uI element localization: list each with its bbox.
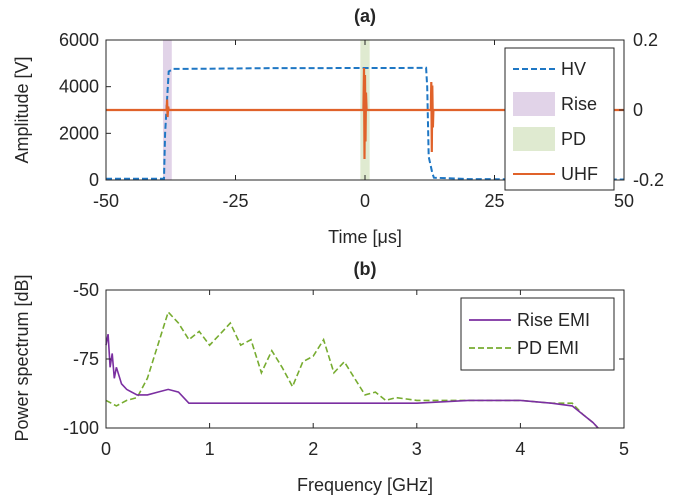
chart-a-series-layer xyxy=(106,66,624,181)
legend-swatch-rise xyxy=(513,92,555,116)
chart-b-title: (b) xyxy=(354,259,377,279)
y2-tick-label: 0.2 xyxy=(633,30,658,50)
y-tick-label: 4000 xyxy=(59,77,99,97)
x-tick-label: -25 xyxy=(222,191,248,211)
chart-b-ylabel: Power spectrum [dB] xyxy=(12,274,32,441)
legend-swatch-pd xyxy=(513,127,555,151)
x-tick-label: 2 xyxy=(308,439,318,459)
legend-box xyxy=(460,297,615,371)
chart-b-series-layer xyxy=(105,310,599,429)
chart-a: (a) -50 -25 0 25 50 0 2000 4000 6000 -0.2 0 0.2 Tim… xyxy=(12,6,664,247)
y-tick-label: -50 xyxy=(73,280,99,300)
chart-a-ylabel: Amplitude [V] xyxy=(12,56,32,163)
y-tick-label: -100 xyxy=(63,418,99,438)
chart-b-ticks: 0 1 2 3 4 5 -100 -75 -50 xyxy=(63,280,629,459)
x-tick-label: -50 xyxy=(93,191,119,211)
y-tick-label: -75 xyxy=(73,349,99,369)
series-uhf-line xyxy=(106,67,624,160)
x-tick-label: 3 xyxy=(412,439,422,459)
y2-tick-label: 0 xyxy=(633,100,643,120)
chart-b-legend: Rise EMI PD EMI xyxy=(460,297,615,371)
legend-label-uhf: UHF xyxy=(561,164,598,184)
chart-b: (b) 0 1 2 3 4 5 -100 -75 -50 Frequency [GHz] Pow… xyxy=(12,259,629,495)
x-tick-label: 4 xyxy=(515,439,525,459)
chart-a-legend: HV Rise PD UHF xyxy=(504,47,615,191)
y-tick-label: 2000 xyxy=(59,123,99,143)
y-tick-label: 0 xyxy=(89,170,99,190)
x-tick-label: 0 xyxy=(101,439,111,459)
legend-box xyxy=(504,47,615,191)
x-tick-label: 1 xyxy=(205,439,215,459)
y2-tick-label: -0.2 xyxy=(633,170,664,190)
x-tick-label: 50 xyxy=(614,191,634,211)
legend-label-rise-emi: Rise EMI xyxy=(517,310,590,330)
chart-a-title: (a) xyxy=(354,6,376,26)
legend-label-pd-emi: PD EMI xyxy=(517,338,579,358)
chart-b-xlabel: Frequency [GHz] xyxy=(297,475,433,495)
chart-a-xlabel: Time [μs] xyxy=(328,227,402,247)
x-tick-label: 25 xyxy=(484,191,504,211)
x-tick-label: 5 xyxy=(619,439,629,459)
series-hv-line xyxy=(106,66,624,181)
series-rise-emi-line xyxy=(105,334,599,429)
chart-a-ticks: -50 -25 0 25 50 0 2000 4000 6000 -0.2 0 0.2 xyxy=(59,30,664,211)
x-tick-label: 0 xyxy=(360,191,370,211)
legend-label-pd: PD xyxy=(561,129,586,149)
y-tick-label: 6000 xyxy=(59,30,99,50)
legend-label-hv: HV xyxy=(561,59,586,79)
legend-label-rise: Rise xyxy=(561,94,597,114)
